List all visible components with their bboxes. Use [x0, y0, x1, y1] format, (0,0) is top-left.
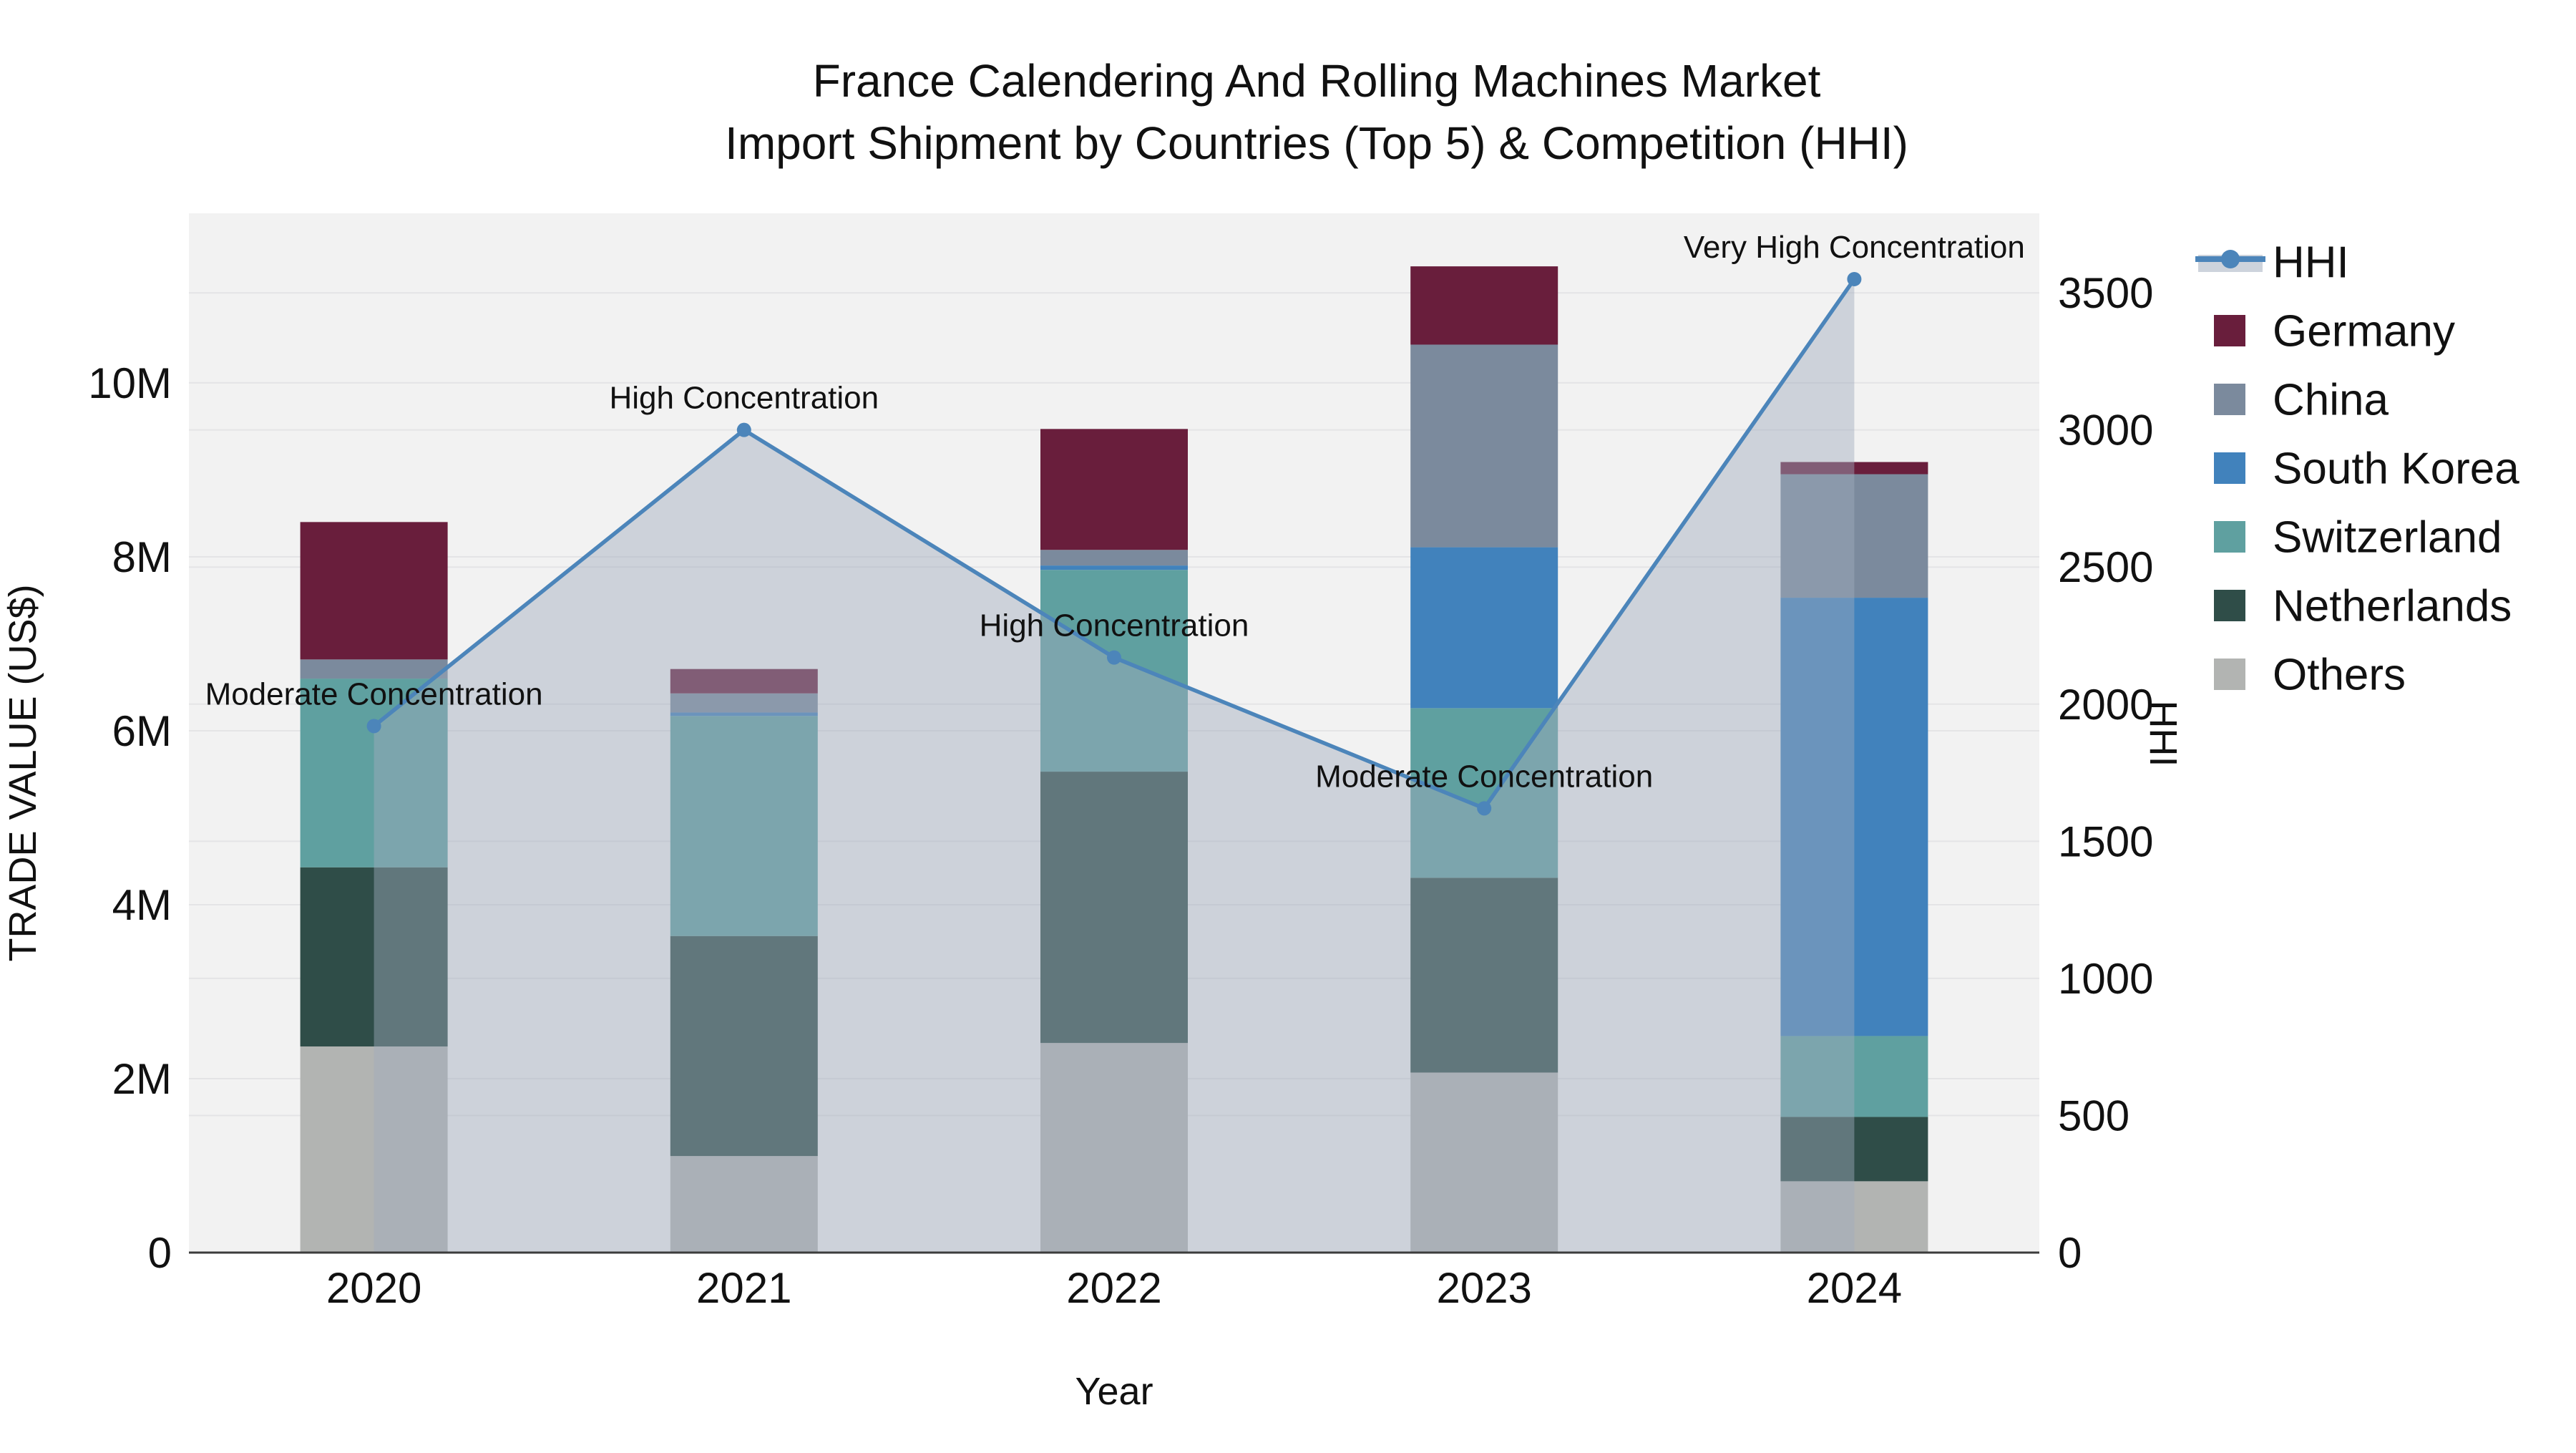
- annotation-2024: Very High Concentration: [1684, 230, 2025, 265]
- legend-label-switzerland: Switzerland: [2273, 513, 2502, 563]
- bar-segment-south-korea-2024[interactable]: [1780, 598, 1928, 1036]
- y-left-tick-0: 0: [148, 1229, 172, 1277]
- bar-segment-others-2024[interactable]: [1780, 1181, 1928, 1253]
- legend-swatch-germany: [2214, 315, 2245, 346]
- y-axis-title-right: HHI: [2142, 701, 2185, 767]
- legend-swatch-china: [2214, 384, 2245, 415]
- y-left-tick-4: 8M: [112, 533, 172, 581]
- bar-segment-others-2022[interactable]: [1040, 1043, 1188, 1253]
- bar-segment-germany-2020[interactable]: [300, 522, 448, 660]
- y-right-tick-3: 1500: [2058, 817, 2153, 865]
- bar-segment-germany-2024[interactable]: [1780, 462, 1928, 475]
- y-left-tick-2: 4M: [112, 881, 172, 929]
- bar-segment-china-2023[interactable]: [1410, 344, 1558, 548]
- bar-segment-netherlands-2024[interactable]: [1780, 1117, 1928, 1182]
- legend-label-others: Others: [2273, 651, 2406, 700]
- bar-segment-china-2024[interactable]: [1780, 474, 1928, 598]
- legend-swatch-south-korea: [2214, 452, 2245, 484]
- annotation-2021: High Concentration: [609, 381, 879, 416]
- bar-segment-others-2021[interactable]: [670, 1156, 818, 1253]
- bar-segment-germany-2021[interactable]: [670, 669, 818, 694]
- hhi-marker-2020[interactable]: [366, 719, 381, 734]
- bar-segment-switzerland-2020[interactable]: [300, 679, 448, 868]
- legend-swatch-switzerland: [2214, 521, 2245, 553]
- legend-item-others[interactable]: Others: [2214, 651, 2406, 700]
- y-right-tick-0: 0: [2058, 1229, 2082, 1277]
- bar-segment-south-korea-2021[interactable]: [670, 712, 818, 716]
- y-right-tick-1: 500: [2058, 1092, 2129, 1139]
- bar-segment-others-2023[interactable]: [1410, 1072, 1558, 1253]
- bar-segment-germany-2023[interactable]: [1410, 266, 1558, 345]
- hhi-marker-2023[interactable]: [1477, 801, 1492, 816]
- bar-segment-switzerland-2021[interactable]: [670, 716, 818, 936]
- y-right-tick-4: 2000: [2058, 681, 2153, 729]
- y-right-tick-6: 3000: [2058, 407, 2153, 455]
- y-right-tick-5: 2500: [2058, 543, 2153, 591]
- legend-item-south-korea[interactable]: South Korea: [2214, 444, 2519, 494]
- x-tick-2022: 2022: [1066, 1264, 1161, 1312]
- y-left-tick-5: 10M: [88, 359, 172, 407]
- bar-segment-germany-2022[interactable]: [1040, 429, 1188, 550]
- x-axis-title: Year: [1075, 1370, 1153, 1413]
- bar-segment-south-korea-2023[interactable]: [1410, 547, 1558, 709]
- annotation-2020: Moderate Concentration: [205, 676, 543, 711]
- x-tick-2020: 2020: [326, 1264, 421, 1312]
- bar-segment-netherlands-2022[interactable]: [1040, 772, 1188, 1044]
- legend-item-china[interactable]: China: [2214, 376, 2389, 425]
- x-tick-2021: 2021: [696, 1264, 791, 1312]
- hhi-marker-2022[interactable]: [1107, 650, 1121, 665]
- y-axis-title-left: TRADE VALUE (US$): [1, 584, 44, 961]
- annotation-2022: High Concentration: [980, 608, 1249, 643]
- hhi-area-fill: [374, 278, 1855, 1253]
- bar-segment-switzerland-2022[interactable]: [1040, 570, 1188, 772]
- x-tick-2023: 2023: [1436, 1264, 1531, 1312]
- bar-segment-netherlands-2020[interactable]: [300, 867, 448, 1047]
- legend-label-hhi: HHI: [2273, 238, 2349, 288]
- bar-segment-netherlands-2021[interactable]: [670, 936, 818, 1157]
- y-right-tick-7: 3500: [2058, 269, 2153, 317]
- legend-hhi-marker-sample: [2221, 250, 2240, 268]
- annotation-2023: Moderate Concentration: [1315, 759, 1653, 794]
- legend-item-switzerland[interactable]: Switzerland: [2214, 513, 2502, 563]
- bar-segment-china-2022[interactable]: [1040, 550, 1188, 566]
- bar-segment-netherlands-2023[interactable]: [1410, 878, 1558, 1073]
- y-right-tick-2: 1000: [2058, 955, 2153, 1003]
- hhi-marker-2024[interactable]: [1847, 271, 1862, 286]
- chart-title-line1: France Calendering And Rolling Machines …: [813, 55, 1821, 107]
- y-left-tick-1: 2M: [112, 1055, 172, 1103]
- legend-item-netherlands[interactable]: Netherlands: [2214, 582, 2512, 631]
- legend-label-germany: Germany: [2273, 307, 2455, 356]
- legend-label-netherlands: Netherlands: [2273, 582, 2512, 631]
- chart-title-line2: Import Shipment by Countries (Top 5) & C…: [725, 117, 1908, 169]
- legend-label-china: China: [2273, 376, 2389, 425]
- hhi-marker-2021[interactable]: [736, 422, 751, 437]
- bar-segment-china-2020[interactable]: [300, 659, 448, 679]
- bar-segment-others-2020[interactable]: [300, 1046, 448, 1253]
- y-left-tick-3: 6M: [112, 707, 172, 755]
- bar-segment-switzerland-2024[interactable]: [1780, 1036, 1928, 1117]
- bar-segment-south-korea-2022[interactable]: [1040, 565, 1188, 570]
- legend-swatch-others: [2214, 659, 2245, 690]
- bar-segment-china-2021[interactable]: [670, 693, 818, 713]
- legend-label-south-korea: South Korea: [2273, 444, 2519, 494]
- x-tick-2024: 2024: [1807, 1264, 1902, 1312]
- legend-item-hhi[interactable]: HHI: [2195, 238, 2349, 288]
- legend-swatch-netherlands: [2214, 590, 2245, 621]
- legend-item-germany[interactable]: Germany: [2214, 307, 2455, 356]
